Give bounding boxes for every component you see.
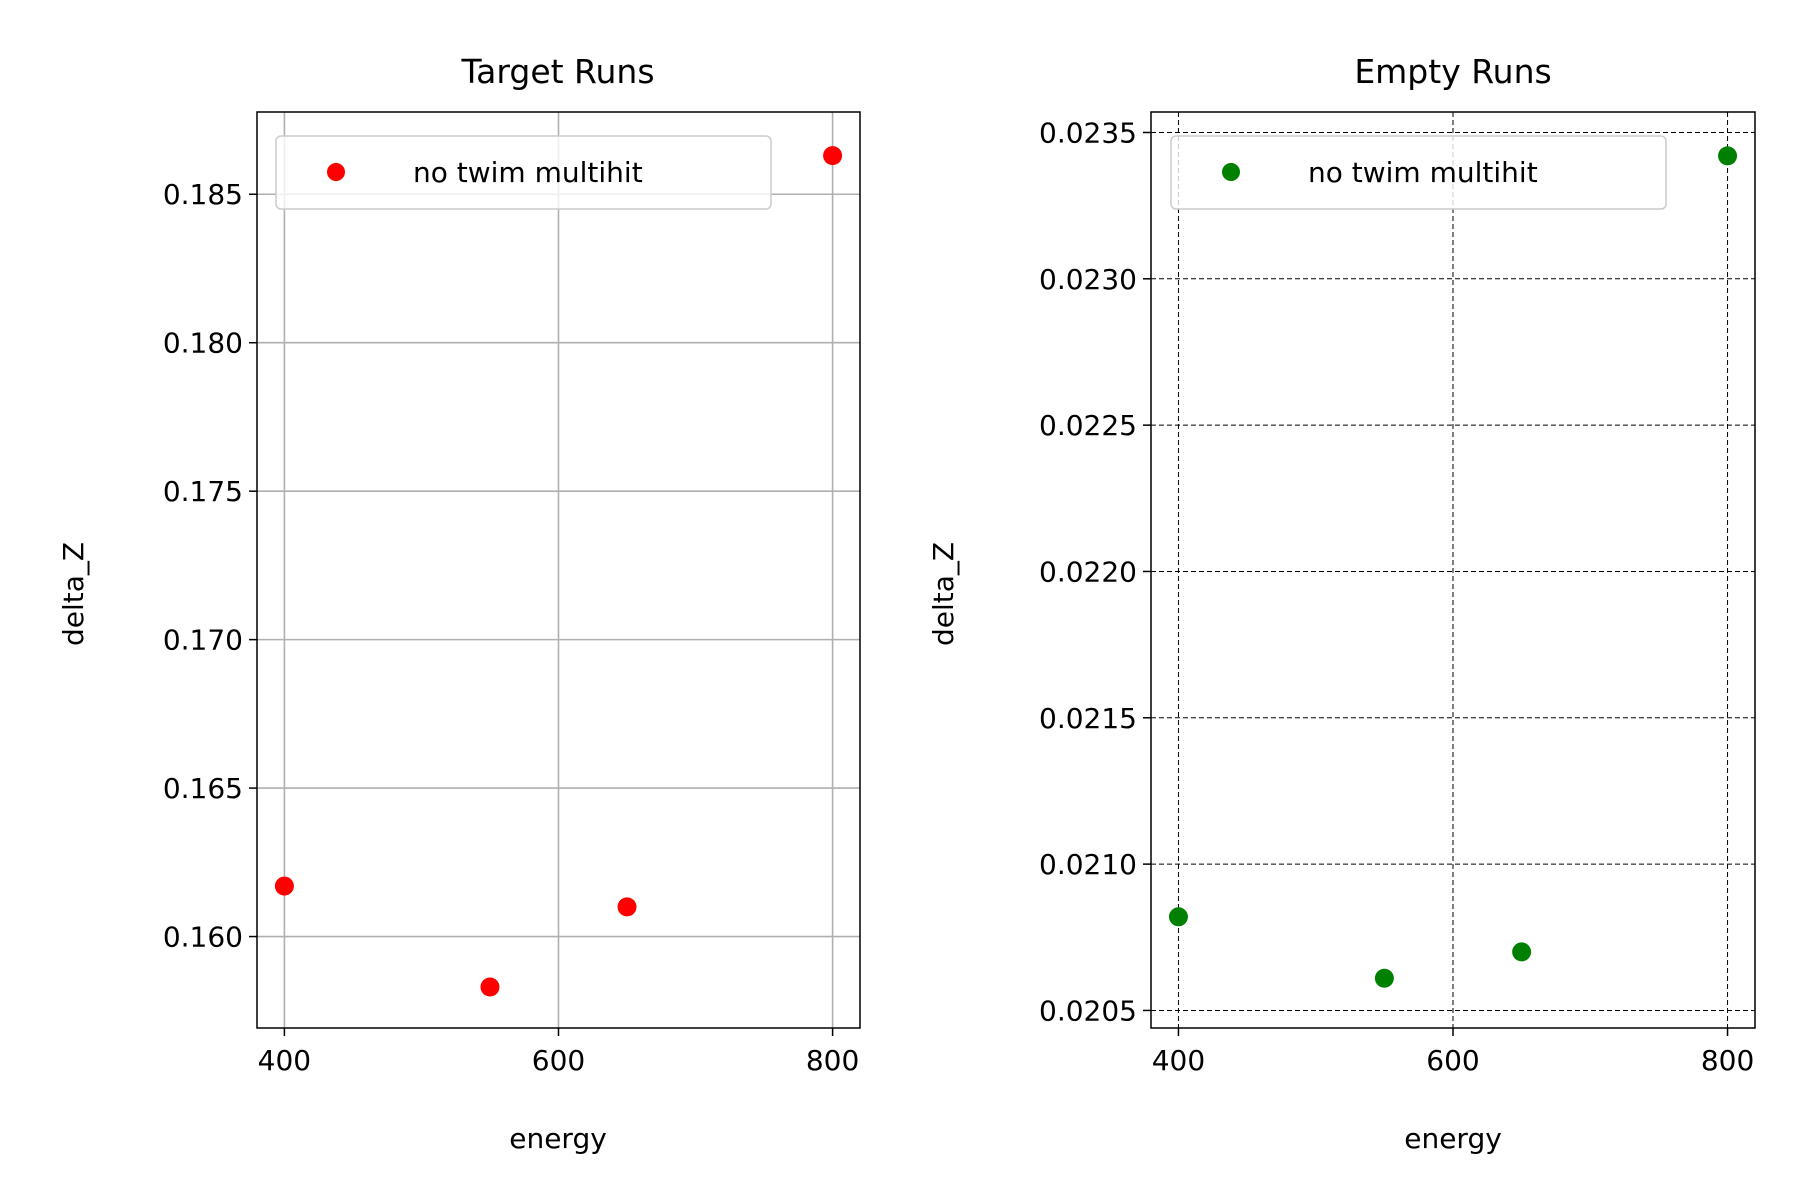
y-tick-label: 0.0225 xyxy=(1039,409,1137,442)
y-tick-label: 0.185 xyxy=(163,178,243,211)
x-tick-label: 600 xyxy=(532,1044,585,1077)
grid xyxy=(257,112,860,1028)
scatter-point xyxy=(274,876,294,896)
legend-label: no twim multihit xyxy=(413,156,643,189)
y-tick-label: 0.0210 xyxy=(1039,848,1137,881)
axis-ticks: 400 600 800 0.160 0.165 0.170 0.175 0.180 0.185 xyxy=(163,178,859,1077)
y-axis-label: delta_Z xyxy=(927,542,960,646)
chart-title: Target Runs xyxy=(460,52,654,91)
scatter-point xyxy=(1718,146,1738,166)
legend: no twim multihit xyxy=(1170,135,1667,210)
y-tick-label: 0.160 xyxy=(163,921,243,954)
legend-label: no twim multihit xyxy=(1308,156,1538,189)
grid xyxy=(1151,112,1755,1028)
x-tick-label: 800 xyxy=(1701,1044,1754,1077)
legend: no twim multihit xyxy=(275,135,772,210)
y-tick-label: 0.0220 xyxy=(1039,555,1137,588)
y-tick-label: 0.180 xyxy=(163,327,243,360)
scatter-point xyxy=(617,897,637,917)
axis-ticks: 400 600 800 0.0205 0.0210 0.0215 0.0220 0.0225 0… xyxy=(1039,116,1754,1077)
x-tick-label: 400 xyxy=(258,1044,311,1077)
y-tick-label: 0.0215 xyxy=(1039,702,1137,735)
chart-empty-runs: Empty Runs 400 600 800 0.0205 0.0210 0.0215 0.… xyxy=(927,52,1756,1155)
x-tick-label: 600 xyxy=(1426,1044,1479,1077)
x-axis-label: energy xyxy=(509,1122,607,1155)
legend-marker xyxy=(1222,163,1240,181)
scatter-point xyxy=(1512,942,1532,962)
y-tick-label: 0.165 xyxy=(163,772,243,805)
scatter-point xyxy=(1168,907,1188,927)
legend-box xyxy=(1170,135,1667,210)
y-tick-label: 0.0230 xyxy=(1039,263,1137,296)
y-axis-label: delta_Z xyxy=(57,542,90,646)
legend-marker xyxy=(327,163,345,181)
y-tick-label: 0.0205 xyxy=(1039,994,1137,1027)
y-tick-label: 0.170 xyxy=(163,624,243,657)
x-tick-label: 400 xyxy=(1152,1044,1205,1077)
chart-target-runs: Target Runs 400 600 800 0.160 0.165 0.170 0.17… xyxy=(57,52,861,1155)
legend-box xyxy=(275,135,772,210)
x-tick-label: 800 xyxy=(806,1044,859,1077)
scatter-points xyxy=(274,146,843,997)
scatter-point xyxy=(823,146,843,166)
scatter-points xyxy=(1168,146,1738,988)
scatter-point xyxy=(1374,968,1394,988)
y-tick-label: 0.0235 xyxy=(1039,116,1137,149)
scatter-point xyxy=(480,977,500,997)
y-tick-label: 0.175 xyxy=(163,475,243,508)
chart-title: Empty Runs xyxy=(1354,52,1551,91)
x-axis-label: energy xyxy=(1404,1122,1502,1155)
